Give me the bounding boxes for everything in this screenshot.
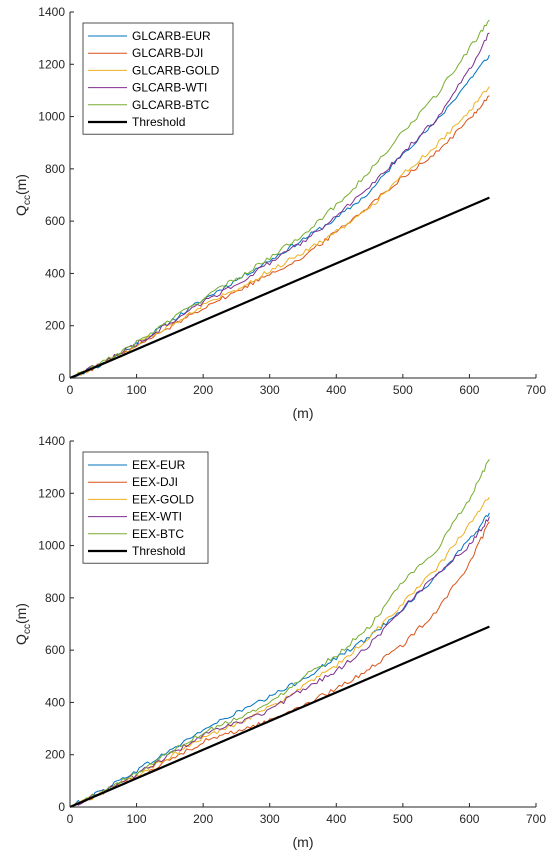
- series-line-threshold: [69, 196, 490, 380]
- x-axis-label: (m): [293, 405, 314, 421]
- series-line-eex-wti: [69, 516, 490, 808]
- legend-entry: EEX-WTI: [132, 510, 182, 524]
- x-tick-label: 0: [67, 812, 74, 826]
- series-line-glcarb-btc: [69, 19, 490, 379]
- y-tick-label: 1400: [38, 434, 65, 448]
- x-tick-label: 600: [459, 812, 479, 826]
- legend-entry: Threshold: [132, 544, 185, 558]
- legend-entry: EEX-EUR: [132, 458, 186, 472]
- y-tick-label: 600: [45, 214, 65, 228]
- x-tick-label: 600: [459, 383, 479, 397]
- y-axis-label: Qcc(m): [13, 603, 33, 645]
- legend-entry: EEX-GOLD: [132, 492, 194, 506]
- legend-entry: GLCARB-WTI: [132, 81, 207, 95]
- x-tick-label: 700: [526, 812, 546, 826]
- x-tick-label: 300: [260, 812, 280, 826]
- series-line-glcarb-gold: [69, 86, 490, 379]
- x-tick-label: 400: [326, 383, 346, 397]
- y-tick-label: 1000: [38, 110, 65, 124]
- y-tick-label: 600: [45, 643, 65, 657]
- chart-top: 0 100 200 300 400 500 600 700 0 200 400 600 800 1000 1…: [13, 5, 546, 421]
- y-tick-label: 400: [45, 266, 65, 280]
- legend-box: [82, 22, 234, 135]
- series-line-eex-btc: [69, 459, 490, 808]
- legend-entry: GLCARB-BTC: [132, 98, 210, 112]
- x-tick-label: 400: [326, 812, 346, 826]
- y-tick-label: 200: [45, 748, 65, 762]
- x-tick-label: 500: [393, 812, 413, 826]
- y-tick-label: 1400: [38, 5, 65, 19]
- legend-entry: GLCARB-GOLD: [132, 63, 220, 77]
- series-line-glcarb-dji: [69, 95, 490, 379]
- y-tick-label: 1000: [38, 539, 65, 553]
- x-tick-label: 500: [393, 383, 413, 397]
- series-line-glcarb-wti: [69, 32, 490, 379]
- legend-entry: Threshold: [132, 115, 185, 129]
- legend-entry: EEX-DJI: [132, 475, 178, 489]
- x-tick-label: 300: [260, 383, 280, 397]
- y-tick-label: 400: [45, 695, 65, 709]
- series-line-eex-eur: [69, 512, 490, 808]
- legend-entry: EEX-BTC: [132, 527, 184, 541]
- y-tick-label: 800: [45, 162, 65, 176]
- y-tick-label: 0: [58, 371, 65, 385]
- y-axis-label: Qcc(m): [13, 174, 33, 216]
- x-axis-label: (m): [293, 834, 314, 850]
- y-tick-label: 200: [45, 319, 65, 333]
- legend-entry: GLCARB-EUR: [132, 29, 211, 43]
- series-line-eex-dji: [69, 521, 490, 808]
- legend-entry: GLCARB-DJI: [132, 46, 203, 60]
- series-line-eex-gold: [69, 496, 490, 808]
- y-tick-label: 800: [45, 591, 65, 605]
- legend-box: [82, 451, 209, 564]
- chart-bottom: 0 100 200 300 400 500 600 700 0 200 400 600 800 1000 1…: [13, 434, 546, 850]
- y-tick-label: 0: [58, 800, 65, 814]
- y-tick-label: 1200: [38, 57, 65, 71]
- x-tick-label: 200: [193, 812, 213, 826]
- x-tick-label: 200: [193, 383, 213, 397]
- x-tick-label: 100: [127, 383, 147, 397]
- y-tick-label: 1200: [38, 486, 65, 500]
- series-line-threshold: [69, 625, 490, 809]
- x-tick-label: 100: [127, 812, 147, 826]
- x-tick-label: 0: [67, 383, 74, 397]
- x-tick-label: 700: [526, 383, 546, 397]
